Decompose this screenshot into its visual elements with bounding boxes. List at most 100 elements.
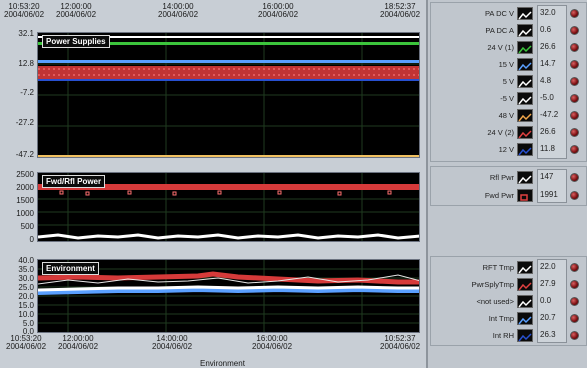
rf-y-tick: 500 xyxy=(20,222,34,231)
legend-row-pa-dc-v: PA DC V 32.0 xyxy=(431,6,587,21)
plot-style-swatch[interactable] xyxy=(517,126,533,139)
env-value-box xyxy=(537,259,567,343)
legend-value: 11.8 xyxy=(540,144,555,153)
ps-y-tick: -27.2 xyxy=(15,118,34,127)
legend-panel: PA DC V 32.0 PA DC A 0.6 24 V (1) 26.6 15 V… xyxy=(426,0,587,368)
rf-y-tick: 0 xyxy=(29,235,34,244)
led-indicator[interactable] xyxy=(570,280,579,289)
plot-style-swatch[interactable] xyxy=(517,92,533,105)
fwd-rfl-plot: Fwd/Rfl Power xyxy=(37,172,420,242)
plot-style-swatch[interactable] xyxy=(517,329,533,342)
top-axis-label-4: 18:52:37 2004/06/02 xyxy=(380,2,421,19)
legend-value: 14.7 xyxy=(540,59,556,68)
legend-row-48v: 48 V -47.2 xyxy=(431,108,587,123)
led-indicator[interactable] xyxy=(570,128,579,137)
ps-y-tick: -47.2 xyxy=(15,150,34,159)
power-supplies-plot: Power Supplies xyxy=(37,32,420,158)
legend-value: 1991 xyxy=(540,190,558,199)
legend-label: <not used> xyxy=(476,297,514,306)
legend-value: 26.6 xyxy=(540,127,556,136)
led-indicator[interactable] xyxy=(570,94,579,103)
rf-value-box xyxy=(537,169,567,203)
ps-y-tick: -7.2 xyxy=(20,88,34,97)
trace-pa-dc-v xyxy=(38,36,419,38)
led-indicator[interactable] xyxy=(570,60,579,69)
led-indicator[interactable] xyxy=(570,263,579,272)
legend-value: 0.0 xyxy=(540,296,552,305)
ps-y-tick: 12.8 xyxy=(18,59,34,68)
led-indicator[interactable] xyxy=(570,43,579,52)
environment-traces xyxy=(38,260,419,332)
legend-label: 15 V xyxy=(498,60,514,69)
legend-value: 26.3 xyxy=(540,330,556,339)
legend-row-24v-1: 24 V (1) 26.6 xyxy=(431,40,587,55)
bottom-axis-label-1: 12:00:00 2004/06/02 xyxy=(58,334,99,351)
legend-value: 147 xyxy=(540,172,554,181)
legend-label: 48 V xyxy=(498,111,514,120)
rf-y-tick: 1500 xyxy=(16,196,34,205)
plot-style-swatch[interactable] xyxy=(517,295,533,308)
plot-style-swatch[interactable] xyxy=(517,189,533,202)
rf-y-tick: 1000 xyxy=(16,209,34,218)
led-indicator[interactable] xyxy=(570,9,579,18)
trace-fwd-pwr xyxy=(38,184,419,190)
legend-label: 24 V (2) xyxy=(487,128,514,137)
legend-row-fwd-pwr: Fwd Pwr 1991 xyxy=(431,188,587,203)
power-legend: PA DC V 32.0 PA DC A 0.6 24 V (1) 26.6 15 V… xyxy=(430,2,587,162)
legend-value: -5.0 xyxy=(540,93,554,102)
env-y-tick: 30.0 xyxy=(18,274,34,283)
env-y-tick: 40.0 xyxy=(18,256,34,265)
power-supplies-title: Power Supplies xyxy=(42,35,110,48)
legend-value: 20.7 xyxy=(540,313,556,322)
bottom-axis-label-4: 10:52:37 2004/06/02 xyxy=(380,334,421,351)
ps-y-tick: 32.1 xyxy=(18,29,34,38)
legend-label: 12 V xyxy=(498,145,514,154)
plot-style-swatch[interactable] xyxy=(517,41,533,54)
plot-style-swatch[interactable] xyxy=(517,24,533,37)
env-y-tick: 25.0 xyxy=(18,283,34,292)
legend-row-pa-dc-a: PA DC A 0.6 xyxy=(431,23,587,38)
led-indicator[interactable] xyxy=(570,26,579,35)
environment-title: Environment xyxy=(42,262,99,275)
legend-label: PA DC V xyxy=(484,9,514,18)
legend-row-int-tmp: Int Tmp 20.7 xyxy=(431,311,587,326)
plot-style-swatch[interactable] xyxy=(517,278,533,291)
legend-value: 26.6 xyxy=(540,42,556,51)
plot-style-swatch[interactable] xyxy=(517,261,533,274)
plot-style-swatch[interactable] xyxy=(517,75,533,88)
legend-value: 22.0 xyxy=(540,262,556,271)
env-y-tick: 20.0 xyxy=(18,292,34,301)
led-indicator[interactable] xyxy=(570,314,579,323)
trace-24v-1 xyxy=(38,42,419,45)
legend-label: Rfl Pwr xyxy=(489,173,514,182)
plot-style-swatch[interactable] xyxy=(517,171,533,184)
env-y-tick: 15.0 xyxy=(18,301,34,310)
top-axis-label-1: 12:00:00 2004/06/02 xyxy=(56,2,97,19)
led-indicator[interactable] xyxy=(570,173,579,182)
led-indicator[interactable] xyxy=(570,77,579,86)
led-indicator[interactable] xyxy=(570,331,579,340)
legend-value: 27.9 xyxy=(540,279,556,288)
top-axis-label-2: 14:00:00 2004/06/02 xyxy=(158,2,199,19)
bottom-axis-label-2: 14:00:00 2004/06/02 xyxy=(152,334,193,351)
legend-row-rft-tmp: RFT Tmp 22.0 xyxy=(431,260,587,275)
plot-style-swatch[interactable] xyxy=(517,312,533,325)
led-indicator[interactable] xyxy=(570,111,579,120)
plot-style-swatch[interactable] xyxy=(517,7,533,20)
environment-legend: RFT Tmp 22.0 PwrSplyTmp 27.9 <not used> 0.0… xyxy=(430,256,587,346)
led-indicator[interactable] xyxy=(570,145,579,154)
plot-style-swatch[interactable] xyxy=(517,143,533,156)
plot-style-swatch[interactable] xyxy=(517,58,533,71)
env-y-tick: 5.0 xyxy=(22,319,34,328)
led-indicator[interactable] xyxy=(570,191,579,200)
trace-12v xyxy=(38,79,419,81)
power-supplies-traces xyxy=(38,33,419,157)
legend-value: 4.8 xyxy=(540,76,552,85)
plot-style-swatch[interactable] xyxy=(517,109,533,122)
rf-y-tick: 2500 xyxy=(16,170,34,179)
bottom-axis-label-0: 10:53:20 2004/06/02 xyxy=(6,334,47,351)
legend-label: 5 V xyxy=(502,77,514,86)
led-indicator[interactable] xyxy=(570,297,579,306)
legend-label: RFT Tmp xyxy=(482,263,514,272)
env-y-tick: 10.0 xyxy=(18,310,34,319)
